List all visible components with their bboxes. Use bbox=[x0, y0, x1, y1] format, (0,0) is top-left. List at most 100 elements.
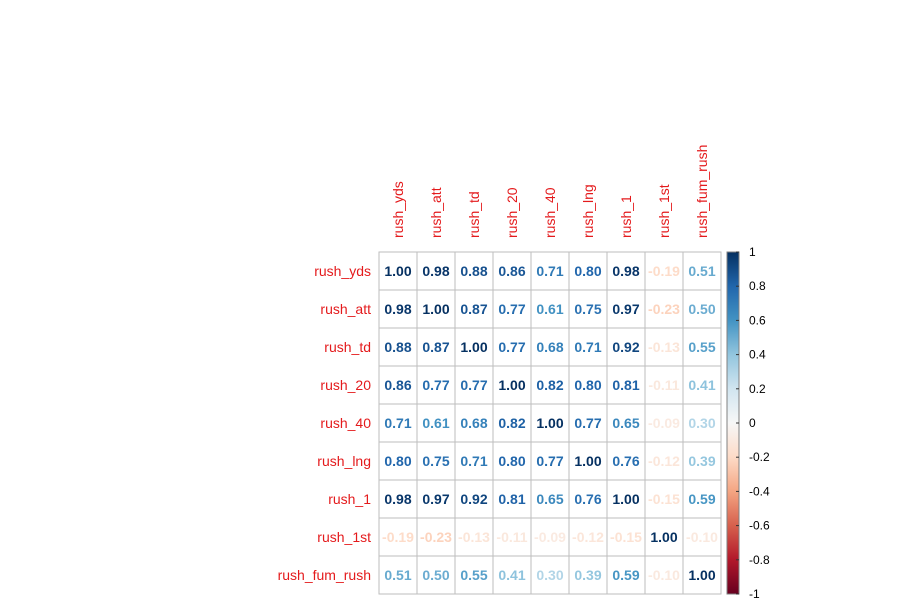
matrix-cell bbox=[568, 403, 608, 443]
cell-value: -0.23 bbox=[420, 529, 452, 545]
cell-value: -0.19 bbox=[648, 263, 680, 279]
cell-value: -0.12 bbox=[648, 453, 680, 469]
cell-value: 0.75 bbox=[422, 453, 449, 469]
cell-value: 0.71 bbox=[384, 415, 411, 431]
cell-value: 1.00 bbox=[460, 339, 487, 355]
matrix-cell bbox=[530, 555, 570, 595]
cell-value: -0.10 bbox=[648, 567, 680, 583]
matrix-cell bbox=[378, 479, 418, 519]
cell-value: 0.71 bbox=[574, 339, 601, 355]
cell-value: 0.97 bbox=[612, 301, 639, 317]
colorbar-tick-label: 0 bbox=[749, 416, 756, 430]
cell-value: 1.00 bbox=[384, 263, 411, 279]
cell-value: 0.30 bbox=[536, 567, 563, 583]
matrix-cell bbox=[454, 555, 494, 595]
row-label: rush_40 bbox=[320, 415, 371, 431]
cell-value: 1.00 bbox=[498, 377, 525, 393]
colorbar-tick-label: 1 bbox=[749, 245, 756, 259]
matrix-cell bbox=[416, 441, 456, 481]
matrix-cell bbox=[644, 289, 684, 329]
cell-value: -0.13 bbox=[458, 529, 490, 545]
row-label: rush_fum_rush bbox=[278, 567, 371, 583]
matrix-cell bbox=[682, 403, 722, 443]
colorbar-gradient bbox=[727, 252, 739, 594]
cell-value: 0.80 bbox=[574, 263, 601, 279]
matrix-cell bbox=[378, 327, 418, 367]
colorbar-tick-label: 0.6 bbox=[749, 313, 766, 327]
cell-value: 0.71 bbox=[460, 453, 487, 469]
cell-value: 1.00 bbox=[650, 529, 677, 545]
column-labels: rush_yds rush_att rush_td rush_20 rush_40 rus… bbox=[390, 145, 710, 238]
colorbar-tick-label: -0.8 bbox=[749, 553, 770, 567]
cell-value: 0.81 bbox=[498, 491, 525, 507]
row-label: rush_20 bbox=[320, 377, 371, 393]
matrix-cell bbox=[454, 517, 494, 557]
matrix-cell bbox=[606, 479, 646, 519]
matrix-cell bbox=[378, 365, 418, 405]
cell-value: 0.88 bbox=[384, 339, 411, 355]
cell-value: -0.11 bbox=[496, 529, 527, 545]
colorbar-tick-label: 0.8 bbox=[749, 279, 766, 293]
cell-value: 0.39 bbox=[574, 567, 601, 583]
cell-value: 0.39 bbox=[688, 453, 715, 469]
cell-value: 1.00 bbox=[422, 301, 449, 317]
cell-value: 0.80 bbox=[384, 453, 411, 469]
colorbar-tick-label: 0.2 bbox=[749, 382, 766, 396]
cell-value: 0.59 bbox=[688, 491, 715, 507]
cell-value: 0.77 bbox=[536, 453, 563, 469]
matrix-cell bbox=[682, 289, 722, 329]
cell-value: 0.51 bbox=[688, 263, 715, 279]
cell-value: 0.98 bbox=[422, 263, 449, 279]
cell-value: 0.80 bbox=[498, 453, 525, 469]
cell-value: 0.61 bbox=[422, 415, 449, 431]
column-label: rush_20 bbox=[504, 187, 520, 238]
cell-value: 0.88 bbox=[460, 263, 487, 279]
column-label: rush_td bbox=[466, 191, 482, 238]
cell-value: -0.23 bbox=[648, 301, 680, 317]
cell-value: 0.51 bbox=[384, 567, 411, 583]
column-label: rush_att bbox=[428, 187, 444, 238]
cell-value: 0.80 bbox=[574, 377, 601, 393]
cell-value: 0.30 bbox=[688, 415, 715, 431]
cell-value: -0.15 bbox=[648, 491, 680, 507]
matrix-cell bbox=[416, 555, 456, 595]
matrix-cell bbox=[454, 289, 494, 329]
matrix-cell bbox=[492, 441, 532, 481]
cell-value: 0.77 bbox=[498, 339, 525, 355]
cell-value: 0.65 bbox=[612, 415, 639, 431]
cell-value: 0.50 bbox=[422, 567, 449, 583]
matrix-cell bbox=[416, 327, 456, 367]
cell-value: 0.55 bbox=[460, 567, 487, 583]
cell-value: -0.19 bbox=[382, 529, 414, 545]
cell-value: 0.86 bbox=[384, 377, 411, 393]
matrix-cell bbox=[568, 441, 608, 481]
matrix-cell bbox=[568, 555, 608, 595]
matrix-cell bbox=[682, 555, 722, 595]
colorbar-tick-label: 0.4 bbox=[749, 348, 766, 362]
cell-value: 0.68 bbox=[536, 339, 563, 355]
matrix-cell bbox=[568, 517, 608, 557]
matrix-cell bbox=[530, 479, 570, 519]
cell-value: 0.77 bbox=[574, 415, 601, 431]
cell-value: 0.87 bbox=[460, 301, 487, 317]
matrix-cell bbox=[530, 517, 570, 557]
colorbar: 1 0.8 0.6 0.4 0.2 0 -0.2 -0.4 -0.6 -0.8 -1 bbox=[726, 245, 770, 601]
cell-value: 1.00 bbox=[574, 453, 601, 469]
cell-value: -0.13 bbox=[648, 339, 680, 355]
colorbar-tick-label: -0.6 bbox=[749, 519, 770, 533]
cell-value: 0.76 bbox=[612, 453, 639, 469]
cell-value: 0.82 bbox=[498, 415, 525, 431]
cell-value: 0.92 bbox=[612, 339, 639, 355]
matrix-cell bbox=[644, 441, 684, 481]
matrix-cell bbox=[416, 251, 456, 291]
cell-value: 0.86 bbox=[498, 263, 525, 279]
column-label: rush_fum_rush bbox=[694, 145, 710, 238]
matrix-cell bbox=[682, 441, 722, 481]
matrix-cell bbox=[492, 327, 532, 367]
cell-value: 0.77 bbox=[460, 377, 487, 393]
cell-value: 0.71 bbox=[536, 263, 563, 279]
colorbar-tick-label: -0.4 bbox=[749, 484, 770, 498]
row-label: rush_att bbox=[320, 301, 371, 317]
matrix-cell bbox=[682, 365, 722, 405]
cell-value: 0.41 bbox=[688, 377, 715, 393]
